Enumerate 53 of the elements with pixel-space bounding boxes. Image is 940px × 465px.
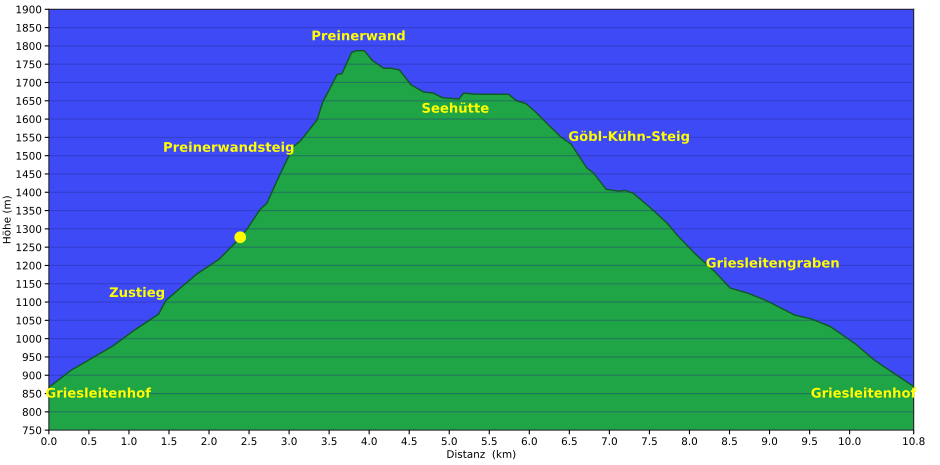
- annotation: Griesleitengraben: [706, 257, 839, 270]
- x-tick-label: 7.0: [602, 437, 617, 446]
- y-tick-label: 1050: [16, 316, 42, 324]
- y-tick-label: 1450: [16, 170, 42, 178]
- y-tick-label: 1200: [16, 262, 42, 270]
- x-tick-label: 5.5: [482, 437, 497, 446]
- y-tick-label: 1600: [16, 115, 42, 124]
- y-tick-label: 1100: [16, 298, 42, 306]
- y-tick-label: 1900: [16, 6, 42, 14]
- y-tick-label: 1650: [16, 97, 42, 105]
- y-tick-label: 950: [22, 353, 42, 362]
- y-tick-label: 1850: [16, 24, 42, 32]
- y-tick-label: 1300: [16, 225, 42, 233]
- y-tick-label: 1000: [16, 334, 42, 343]
- x-tick-label: 6.5: [562, 437, 577, 446]
- y-tick-label: 1150: [16, 280, 42, 288]
- y-tick-label: 1700: [16, 78, 42, 87]
- x-tick-label: 0.0: [41, 437, 56, 446]
- y-tick-label: 900: [22, 371, 42, 380]
- x-tick-label: 10.0: [839, 437, 861, 446]
- y-tick-label: 1350: [16, 206, 42, 215]
- x-tick-label: 1.0: [122, 437, 137, 446]
- x-tick-label: 1.5: [162, 437, 176, 446]
- x-tick-label: 9.0: [762, 437, 778, 446]
- x-axis-title: Distanz (km): [447, 450, 516, 460]
- x-tick-label: 2.0: [202, 437, 217, 446]
- x-tick-label: 4.5: [401, 437, 417, 446]
- x-tick-label: 9.5: [802, 437, 817, 446]
- y-tick-label: 800: [22, 408, 42, 416]
- x-tick-label: 0.5: [81, 437, 96, 446]
- annotation: Zustieg: [110, 286, 164, 300]
- annotation: Seehütte: [422, 102, 489, 113]
- y-tick-label: 1750: [16, 60, 42, 68]
- annotation: Göbl-Kühn-Steig: [568, 130, 689, 144]
- annotation: Preinerwand: [312, 30, 405, 40]
- x-tick-label: 3.5: [322, 437, 337, 446]
- x-tick-label: 4.0: [361, 437, 377, 446]
- y-axis-title: Höhe (m): [2, 196, 12, 244]
- y-tick-label: 1800: [16, 42, 42, 50]
- y-tick-label: 1550: [16, 134, 42, 142]
- x-tick-label: 8.5: [722, 437, 737, 446]
- x-tick-label: 7.5: [642, 437, 657, 446]
- x-tick-label: 6.0: [522, 437, 537, 446]
- y-tick-label: 850: [22, 390, 42, 398]
- x-tick-label: 10.8: [903, 437, 925, 446]
- x-tick-label: 8.0: [682, 437, 698, 446]
- x-tick-label: 2.5: [242, 437, 256, 446]
- y-tick-label: 750: [22, 426, 42, 434]
- y-tick-label: 1500: [16, 152, 42, 160]
- x-tick-label: 5.0: [442, 437, 457, 446]
- y-tick-label: 1400: [16, 188, 42, 196]
- x-tick-label: 3.0: [282, 437, 297, 446]
- y-tick-label: 1250: [16, 243, 42, 252]
